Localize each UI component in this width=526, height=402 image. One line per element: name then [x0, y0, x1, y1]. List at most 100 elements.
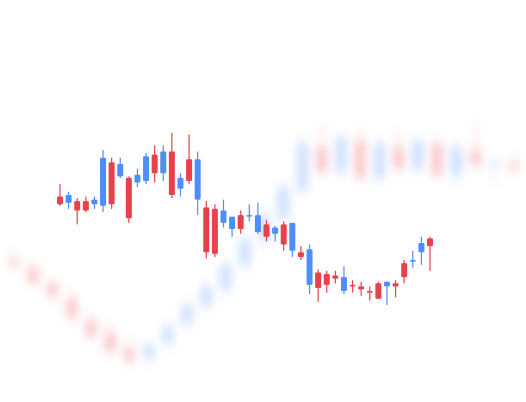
candle-13: [160, 145, 167, 181]
candle-body: [280, 224, 287, 245]
background-candle-8: [144, 339, 154, 367]
background-candle-22: [413, 134, 423, 178]
candle-25: [263, 219, 270, 242]
background-candle-body: [144, 345, 154, 358]
background-candle-body: [163, 326, 173, 343]
candle-2: [65, 191, 72, 209]
candle-body: [349, 284, 356, 287]
candle-43: [418, 236, 425, 265]
candle-body: [418, 243, 425, 253]
background-candle-body: [86, 320, 96, 336]
background-candle-17: [317, 122, 327, 181]
candle-40: [392, 280, 399, 298]
candle-body: [289, 222, 296, 251]
candle-12: [151, 145, 158, 183]
candle-body: [117, 163, 124, 177]
background-blurred-series: [9, 119, 519, 371]
candle-body: [366, 291, 373, 293]
candle-body: [375, 283, 382, 299]
background-candle-body: [394, 146, 404, 169]
background-candle-body: [28, 267, 38, 284]
candle-31: [315, 269, 322, 302]
background-candle-body: [413, 140, 423, 169]
background-candle-26: [490, 156, 500, 185]
candle-18: [203, 201, 210, 259]
candle-body: [358, 286, 365, 290]
candle-37: [366, 286, 373, 301]
background-candle-body: [336, 137, 346, 172]
background-candle-12: [221, 258, 231, 299]
background-candle-21: [394, 128, 404, 178]
candle-body: [151, 154, 158, 174]
candle-39: [383, 281, 390, 305]
background-candle-body: [471, 150, 481, 166]
candle-body: [134, 174, 141, 183]
candle-4: [82, 196, 89, 212]
background-candle-body: [221, 264, 231, 290]
candle-3: [74, 198, 81, 225]
candle-41: [401, 260, 408, 284]
background-candle-body: [297, 143, 307, 191]
background-candle-3: [47, 277, 57, 305]
background-candle-15: [278, 181, 288, 228]
candle-5: [91, 196, 98, 209]
candle-body: [160, 151, 167, 174]
background-candle-body: [509, 162, 519, 169]
background-candle-body: [105, 332, 115, 352]
candle-27: [280, 221, 287, 251]
background-candle-19: [355, 125, 365, 185]
candle-body: [100, 157, 107, 206]
candle-body: [203, 207, 210, 253]
candle-17: [194, 151, 201, 216]
background-candle-body: [490, 162, 500, 166]
background-candle-7: [124, 336, 134, 371]
candle-body: [65, 194, 72, 203]
candle-7: [108, 157, 115, 209]
candle-body: [254, 215, 261, 233]
candle-body: [57, 196, 63, 205]
candle-body: [237, 215, 244, 230]
background-candle-body: [201, 286, 211, 305]
background-candle-body: [278, 187, 288, 219]
candle-26: [272, 225, 279, 242]
candle-body: [315, 272, 322, 288]
candle-body: [82, 201, 89, 211]
candle-body: [332, 275, 339, 279]
background-candle-body: [374, 143, 384, 178]
candle-42: [409, 250, 416, 268]
background-candle-23: [432, 131, 442, 181]
candle-body: [306, 249, 313, 285]
background-candle-4: [67, 289, 77, 324]
candle-8: [117, 157, 124, 178]
candle-6: [100, 150, 107, 212]
background-candle-body: [47, 283, 57, 296]
candle-23: [246, 204, 253, 222]
background-candle-body: [317, 146, 327, 172]
candle-10: [134, 168, 141, 188]
background-candle-body: [124, 348, 134, 361]
candle-body: [340, 277, 347, 292]
background-candle-1: [9, 249, 19, 271]
candle-body: [211, 208, 218, 254]
background-candle-13: [240, 233, 250, 274]
candle-33: [332, 270, 339, 284]
candle-29: [297, 246, 304, 261]
candle-body: [108, 162, 115, 205]
background-candle-body: [451, 146, 461, 175]
candle-body: [194, 159, 201, 200]
background-candle-16: [297, 134, 307, 200]
background-candle-5: [86, 308, 96, 346]
background-candle-24: [451, 137, 461, 185]
background-candle-2: [28, 258, 38, 287]
candle-body: [392, 283, 399, 287]
candle-body: [177, 177, 184, 189]
candle-22: [237, 210, 244, 234]
background-candle-body: [240, 239, 250, 265]
background-candle-body: [67, 298, 77, 318]
background-candle-body: [432, 143, 442, 175]
candle-body: [229, 216, 236, 230]
background-candle-10: [182, 298, 192, 333]
